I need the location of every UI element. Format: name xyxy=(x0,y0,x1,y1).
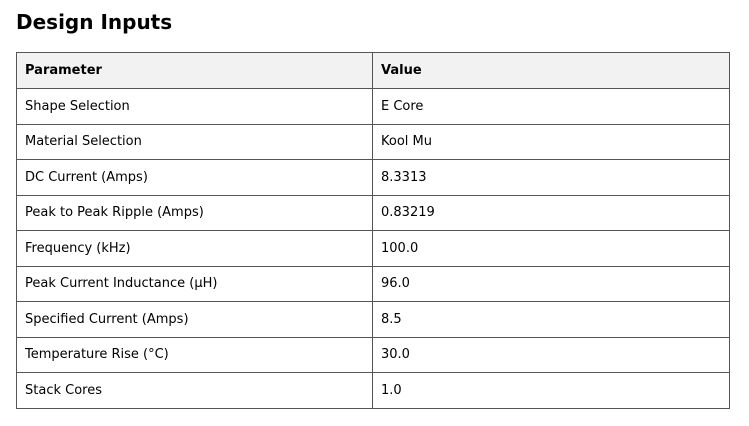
value-cell: E Core xyxy=(372,88,730,125)
table-row: Specified Current (Amps) 8.5 xyxy=(16,301,730,338)
parameter-cell: Stack Cores xyxy=(16,372,373,409)
table-row: Stack Cores 1.0 xyxy=(16,372,730,409)
parameter-cell: Temperature Rise (°C) xyxy=(16,336,373,373)
value-cell: 8.5 xyxy=(372,301,730,338)
value-cell: 96.0 xyxy=(372,265,730,302)
parameter-cell: DC Current (Amps) xyxy=(16,159,373,196)
parameter-cell: Specified Current (Amps) xyxy=(16,301,373,338)
table-row: Peak Current Inductance (µH) 96.0 xyxy=(16,265,730,302)
header-row: Parameter Value xyxy=(16,52,730,89)
value-cell: 8.3313 xyxy=(372,159,730,196)
design-inputs-table: Parameter Value Shape Selection E Core M… xyxy=(16,52,730,409)
table-row: Shape Selection E Core xyxy=(16,88,730,125)
table-row: Frequency (kHz) 100.0 xyxy=(16,230,730,267)
table-row: DC Current (Amps) 8.3313 xyxy=(16,159,730,196)
parameter-cell: Peak Current Inductance (µH) xyxy=(16,265,373,302)
table-row: Material Selection Kool Mu xyxy=(16,123,730,160)
table-header: Parameter Value xyxy=(16,52,730,89)
value-cell: 100.0 xyxy=(372,230,730,267)
table-row: Peak to Peak Ripple (Amps) 0.83219 xyxy=(16,194,730,231)
value-cell: 30.0 xyxy=(372,336,730,373)
parameter-cell: Frequency (kHz) xyxy=(16,230,373,267)
header-parameter: Parameter xyxy=(16,52,373,89)
value-cell: 1.0 xyxy=(372,372,730,409)
value-cell: 0.83219 xyxy=(372,194,730,231)
page-title: Design Inputs xyxy=(16,10,173,34)
value-cell: Kool Mu xyxy=(372,123,730,160)
parameter-cell: Peak to Peak Ripple (Amps) xyxy=(16,194,373,231)
table-row: Temperature Rise (°C) 30.0 xyxy=(16,336,730,373)
header-value: Value xyxy=(372,52,730,89)
parameter-cell: Shape Selection xyxy=(16,88,373,125)
table-body: Shape Selection E Core Material Selectio… xyxy=(16,88,730,409)
parameter-cell: Material Selection xyxy=(16,123,373,160)
design-inputs-table-container: Parameter Value Shape Selection E Core M… xyxy=(16,52,730,409)
